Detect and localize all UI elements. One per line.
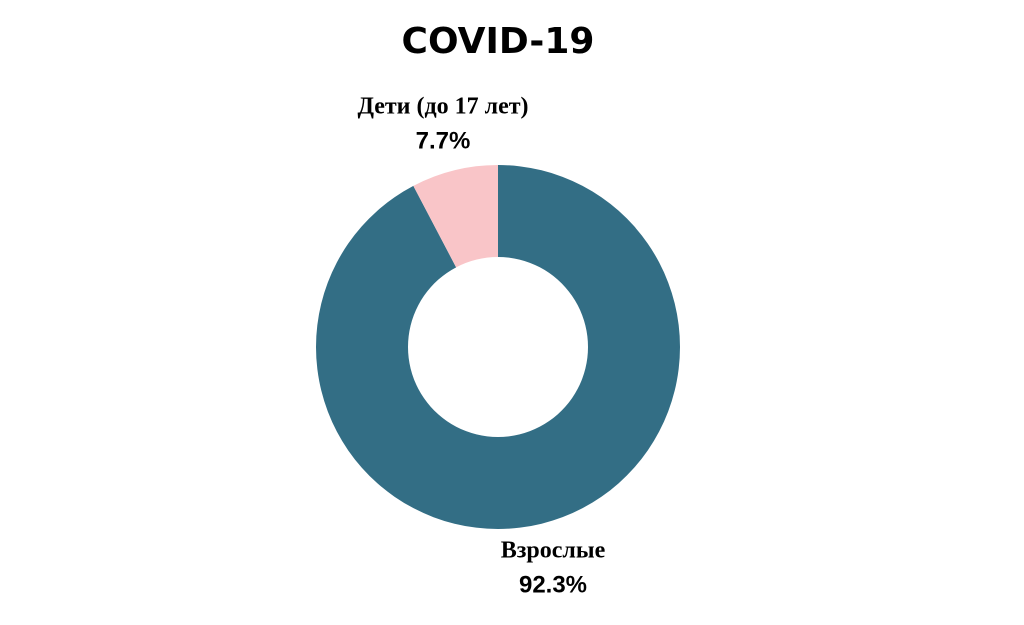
chart-title: COVID-19: [402, 21, 595, 62]
value-label: 7.7%: [416, 127, 471, 154]
value-label: 92.3%: [519, 571, 587, 598]
slice-label: Взрослые: [501, 538, 606, 564]
donut-slice: [316, 165, 681, 529]
donut-slice: [413, 165, 498, 268]
slice-label: Дети (до 17 лет): [357, 94, 528, 120]
